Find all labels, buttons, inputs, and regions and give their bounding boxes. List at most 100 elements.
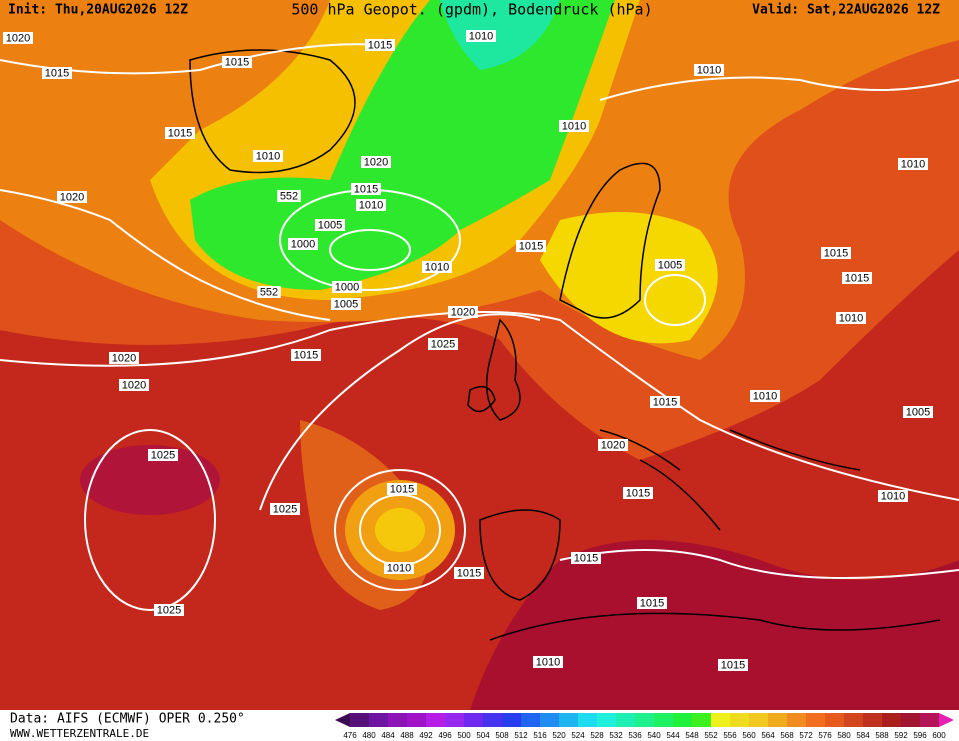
colorbar-tick-label: 508	[495, 731, 509, 740]
colorbar-box	[369, 713, 389, 727]
isobar-label: 1020	[6, 32, 30, 44]
colorbar-tick-label: 564	[761, 731, 775, 740]
colorbar-tick-label: 476	[343, 731, 357, 740]
label-box	[356, 199, 386, 211]
colorbar-box	[388, 713, 408, 727]
colorbar-box	[350, 713, 370, 727]
colorbar-box	[806, 713, 826, 727]
label-box	[571, 552, 601, 564]
colorbar-box	[597, 713, 617, 727]
label-box	[718, 659, 748, 671]
label-box	[655, 259, 685, 271]
isobar-label: 1025	[157, 604, 181, 616]
label-box	[842, 272, 872, 284]
colorbar-tick-label: 600	[932, 731, 946, 740]
colorbar-tick-label: 584	[856, 731, 870, 740]
label-box	[533, 656, 563, 668]
label-box	[821, 247, 851, 259]
label-box	[148, 449, 178, 461]
label-box	[291, 349, 321, 361]
colorbar-box	[730, 713, 750, 727]
colorbar-tick-label: 548	[685, 731, 699, 740]
colorbar-end	[939, 713, 954, 727]
label-box	[637, 597, 667, 609]
colorbar-box	[426, 713, 446, 727]
isobar-label: 1005	[334, 298, 358, 310]
label-box	[42, 67, 72, 79]
isobar-label: 1025	[431, 338, 455, 350]
colorbar-box	[654, 713, 674, 727]
colorbar-box	[616, 713, 636, 727]
isobar-label: 1015	[845, 272, 869, 284]
colorbar-tick-label: 588	[875, 731, 889, 740]
label-box	[898, 158, 928, 170]
colorbar-tick-label: 532	[609, 731, 623, 740]
colorbar-tick-label: 516	[533, 731, 547, 740]
isobar-label: 1005	[318, 219, 342, 231]
label-box	[448, 306, 478, 318]
colorbar-tick-label: 596	[913, 731, 927, 740]
isobar-label: 1015	[368, 39, 392, 51]
colorbar-box	[445, 713, 465, 727]
isobar-label: 1010	[536, 656, 560, 668]
colorbar-tick-label: 504	[476, 731, 490, 740]
colorbar-box	[464, 713, 484, 727]
init-time: Init: Thu,20AUG2026 12Z	[8, 3, 188, 18]
label-box	[598, 439, 628, 451]
isobar-label: 1015	[653, 396, 677, 408]
label-box	[222, 56, 252, 68]
isobar-label: 1015	[721, 659, 745, 671]
label-box	[165, 127, 195, 139]
label-box	[119, 379, 149, 391]
isobar-label: 1010	[359, 199, 383, 211]
colorbar-tick-label: 572	[799, 731, 813, 740]
colorbar-tick-label: 552	[704, 731, 718, 740]
colorbar-box	[749, 713, 769, 727]
isobar-label: 1020	[60, 191, 84, 203]
isobar-label: 1025	[273, 503, 297, 515]
isobar-label: 1020	[601, 439, 625, 451]
colorbar-box	[787, 713, 807, 727]
isobar-labels: 1020 1015 1010 1015 1015 1010 1015 1010 1010 1020…	[3, 30, 933, 671]
isobar-label: 1010	[562, 120, 586, 132]
colorbar-end	[335, 713, 350, 727]
colorbar-box	[882, 713, 902, 727]
label-box	[422, 261, 452, 273]
isobar-label: 1020	[364, 156, 388, 168]
label-box	[650, 396, 680, 408]
label-box	[623, 487, 653, 499]
label-box	[384, 562, 414, 574]
label-box	[454, 567, 484, 579]
isobar-label: 1015	[640, 597, 664, 609]
label-box	[57, 191, 87, 203]
map-title: 500 hPa Geopot. (gpdm), Bodendruck (hPa)	[291, 1, 652, 19]
label-box	[288, 238, 318, 250]
label-box	[253, 150, 283, 162]
isobar-label: 1015	[574, 552, 598, 564]
isobar-label: 1010	[425, 261, 449, 273]
isobar-label: 1010	[901, 158, 925, 170]
isobar-label: 1000	[335, 281, 359, 293]
isobar-label: 552	[280, 190, 298, 202]
isobar-label: 1010	[697, 64, 721, 76]
colorbar-box	[635, 713, 655, 727]
colorbar-box	[559, 713, 579, 727]
website: WWW.WETTERZENTRALE.DE	[10, 727, 149, 740]
label-box	[466, 30, 496, 42]
colorbar-tick-label: 492	[419, 731, 433, 740]
isobar-label: 1015	[45, 67, 69, 79]
label-box	[365, 39, 395, 51]
label-box	[361, 156, 391, 168]
isobar-label: 1010	[839, 312, 863, 324]
isobar-label: 1015	[168, 127, 192, 139]
label-box	[878, 490, 908, 502]
colorbar-tick-label: 528	[590, 731, 604, 740]
colorbar-box	[920, 713, 940, 727]
colorbar-tick-label: 480	[362, 731, 376, 740]
colorbar-tick-label: 496	[438, 731, 452, 740]
isobar-label: 1020	[122, 379, 146, 391]
isobar-label: 552	[260, 286, 278, 298]
isobar-label: 1005	[906, 406, 930, 418]
label-box	[257, 286, 281, 298]
